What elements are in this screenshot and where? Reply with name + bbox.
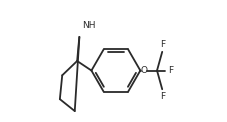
Text: F: F	[160, 40, 165, 49]
Text: F: F	[168, 66, 173, 75]
Text: F: F	[160, 92, 165, 101]
Text: O: O	[141, 66, 147, 75]
Text: NH: NH	[82, 21, 95, 30]
